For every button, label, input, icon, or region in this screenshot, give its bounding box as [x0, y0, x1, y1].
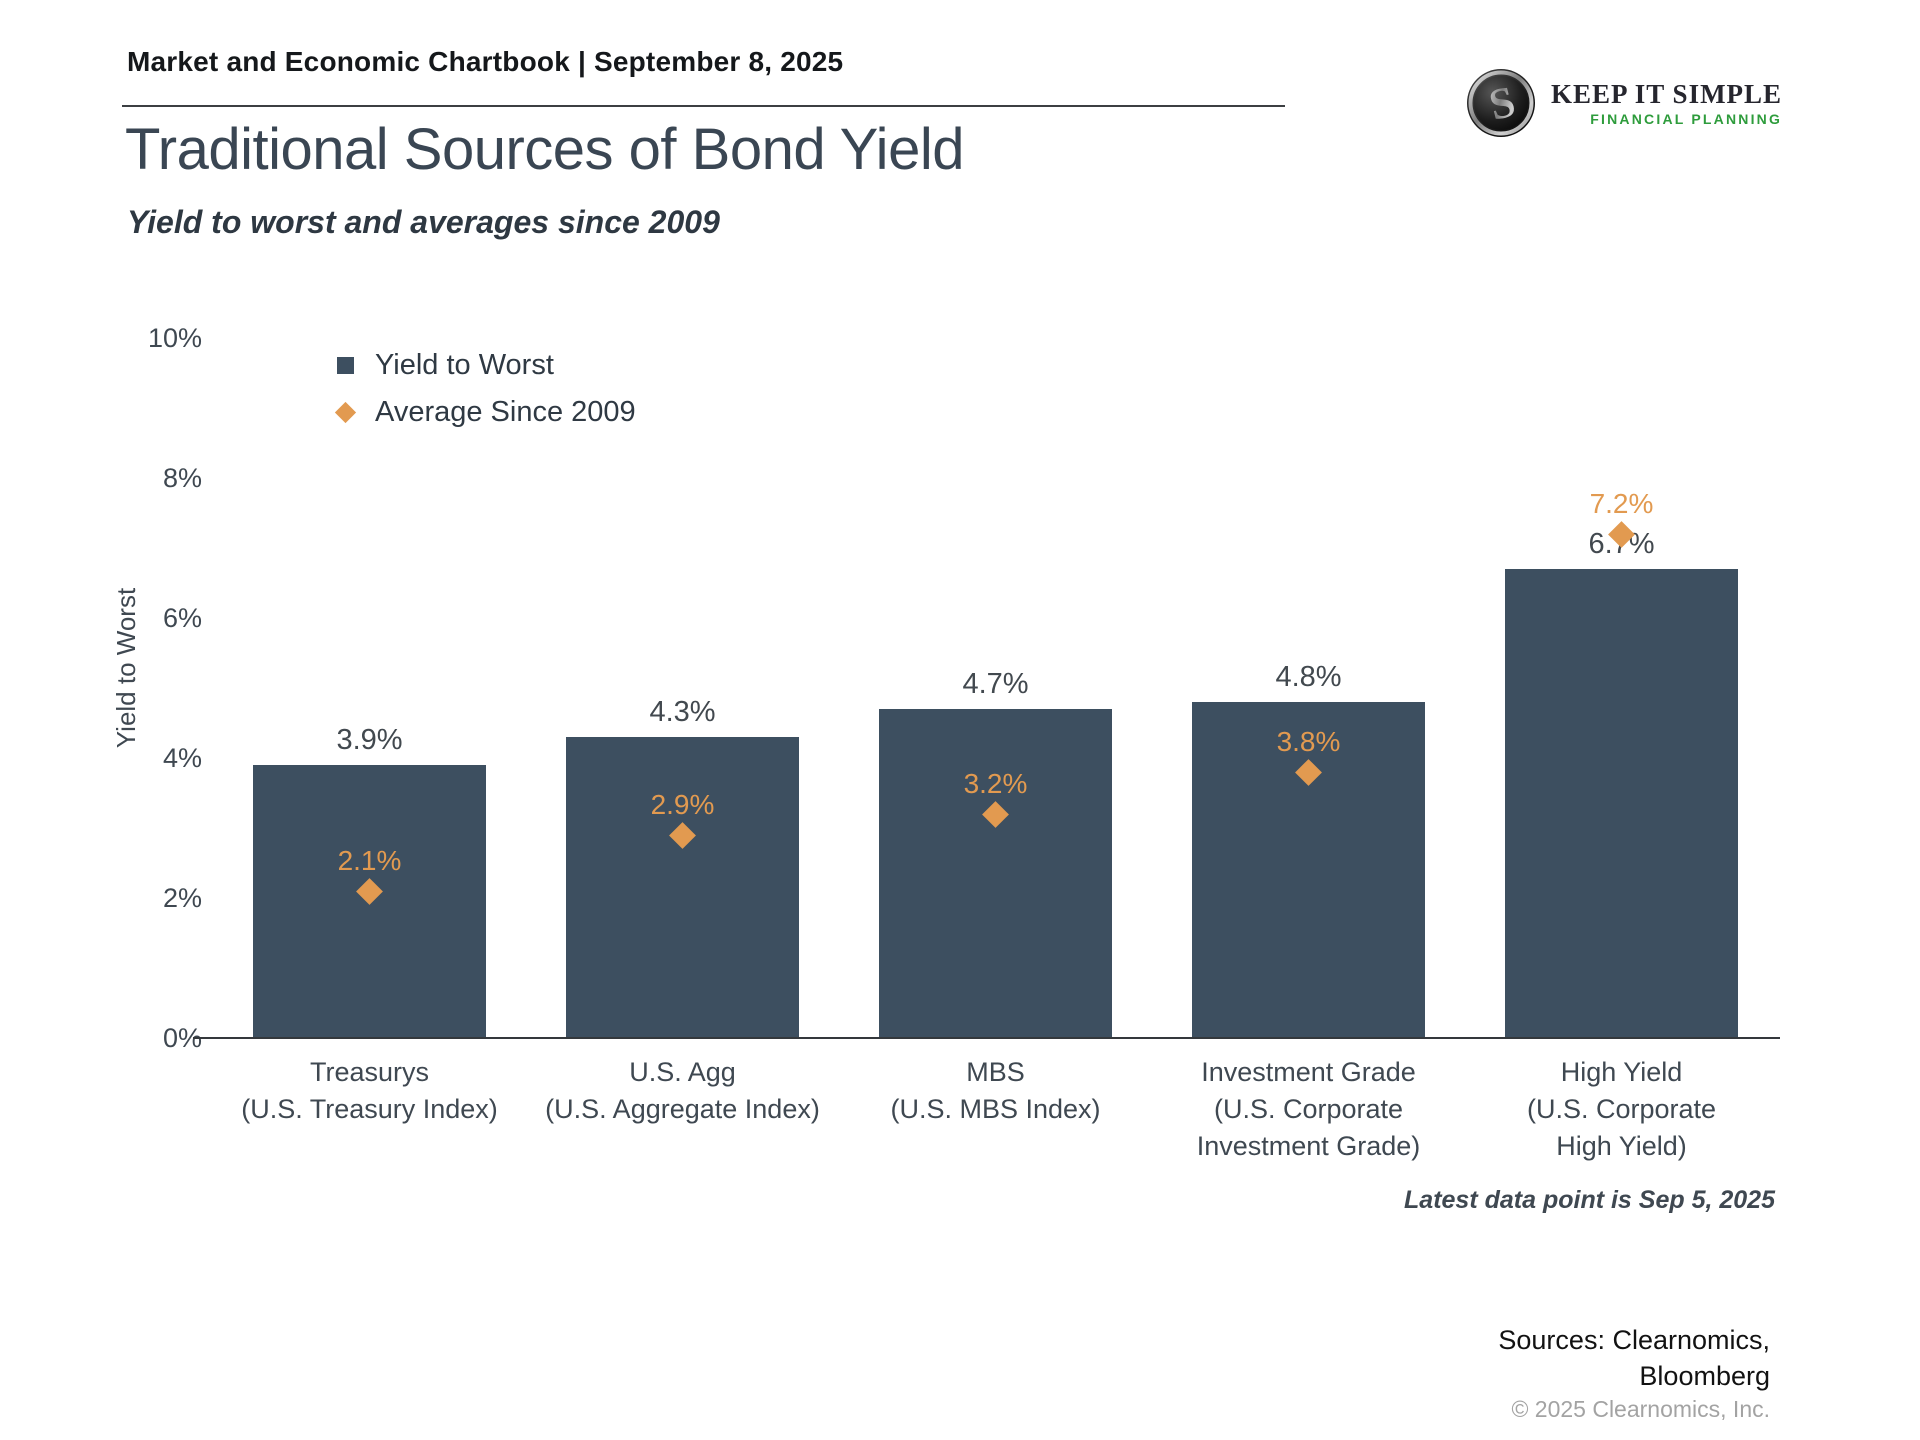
y-tick-label: 0% [162, 1023, 202, 1053]
page-subtitle: Yield to worst and averages since 2009 [127, 204, 720, 240]
average-value-label: 2.1% [337, 845, 402, 876]
x-axis-label: Treasurys (U.S. Treasury Index) [200, 1054, 540, 1128]
chartbook-header: Market and Economic Chartbook | Septembe… [127, 46, 844, 77]
average-value-label: 7.2% [1589, 488, 1654, 519]
bar-value-label: 4.7% [962, 668, 1029, 700]
plot-area: 3.9%2.1%4.3%2.9%4.7%3.2%4.8%3.8%6.7%7.2% [213, 338, 1778, 1038]
legend-label-average: Average Since 2009 [375, 396, 636, 428]
logo-badge-icon: S [1467, 69, 1535, 137]
average-value-label: 3.8% [1276, 726, 1341, 757]
x-axis-label-line: (U.S. Aggregate Index) [545, 1094, 820, 1124]
x-axis-label-line: U.S. Agg [629, 1057, 736, 1087]
bar-value-label: 3.9% [336, 724, 403, 756]
chart-legend: Yield to Worst Average Since 2009 [334, 342, 636, 436]
x-axis-label-line: Treasurys [309, 1057, 430, 1087]
legend-label-yield-to-worst: Yield to Worst [375, 349, 554, 381]
x-axis-label-line: High Yield) [1556, 1131, 1687, 1161]
company-logo: S KEEP IT SIMPLE FINANCIAL PLANNING [1466, 68, 1782, 138]
x-axis-label: MBS (U.S. MBS Index) [826, 1054, 1166, 1128]
legend-row-average: Average Since 2009 [334, 389, 636, 436]
legend-row-yield-to-worst: Yield to Worst [337, 342, 636, 389]
sources: Sources: Clearnomics, Bloomberg [1498, 1322, 1770, 1394]
x-axis-label: Investment Grade (U.S. Corporate Investmen… [1139, 1054, 1479, 1165]
y-tick-label: 6% [162, 603, 202, 633]
bar-high-yield [1505, 569, 1738, 1038]
average-value-label: 2.9% [650, 789, 715, 820]
x-axis-label-line: High Yield [1560, 1057, 1683, 1087]
x-axis-label-line: (U.S. MBS Index) [890, 1094, 1101, 1124]
x-axis-line [193, 1037, 1780, 1039]
header-divider [122, 105, 1285, 107]
x-axis-label-line: MBS [966, 1057, 1025, 1087]
bar-mbs [879, 709, 1112, 1038]
logo-text: KEEP IT SIMPLE FINANCIAL PLANNING [1551, 79, 1782, 127]
legend-square-icon [337, 357, 354, 374]
x-axis-label-line: (U.S. Corporate [1213, 1094, 1404, 1124]
bar-value-label: 4.8% [1275, 661, 1342, 693]
bar-value-label: 4.3% [649, 696, 716, 728]
x-axis-label-line: (U.S. Treasury Index) [241, 1094, 498, 1124]
x-axis-label-line: (U.S. Corporate [1526, 1094, 1717, 1124]
average-value-label: 3.2% [963, 768, 1028, 799]
y-tick-label: 4% [162, 743, 202, 773]
y-tick-label: 2% [162, 883, 202, 913]
copyright: © 2025 Clearnomics, Inc. [1511, 1396, 1770, 1422]
bar-investment-grade [1192, 702, 1425, 1038]
x-axis-label-line: Investment Grade [1201, 1057, 1416, 1087]
y-tick-label: 8% [162, 463, 202, 493]
y-tick-label: 10% [147, 323, 202, 353]
x-axis-label: High Yield (U.S. Corporate High Yield) [1452, 1054, 1792, 1165]
sources-line-1: Sources: Clearnomics, [1498, 1325, 1770, 1355]
latest-data-note: Latest data point is Sep 5, 2025 [1404, 1186, 1775, 1214]
logo-name: KEEP IT SIMPLE [1551, 79, 1783, 109]
x-axis-label-line: Investment Grade) [1196, 1131, 1421, 1161]
logo-tagline: FINANCIAL PLANNING [1590, 111, 1783, 127]
sources-line-2: Bloomberg [1639, 1361, 1770, 1391]
x-axis-label: U.S. Agg (U.S. Aggregate Index) [513, 1054, 853, 1128]
bar-u-s-agg [566, 737, 799, 1038]
page-title: Traditional Sources of Bond Yield [125, 117, 964, 182]
